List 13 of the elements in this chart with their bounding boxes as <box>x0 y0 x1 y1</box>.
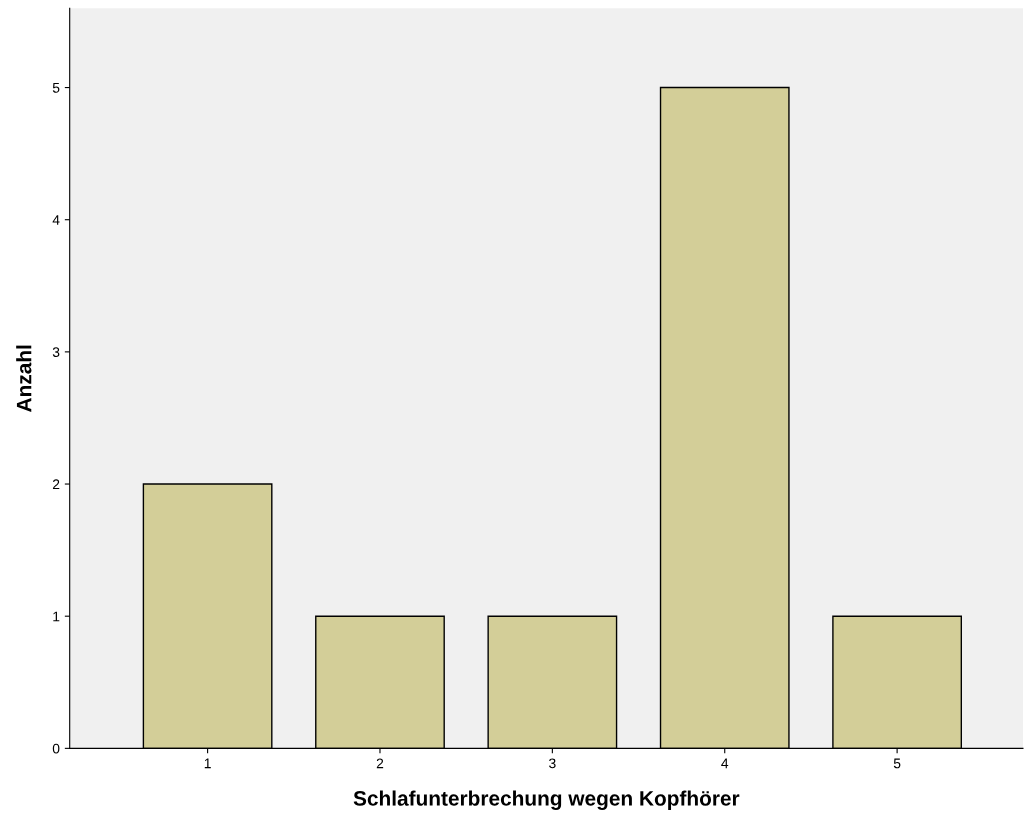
x-axis-title: Schlafunterbrechung wegen Kopfhörer <box>353 790 740 810</box>
x-tick-label: 5 <box>893 758 901 769</box>
y-tick-label: 5 <box>52 83 60 93</box>
y-tick-label: 1 <box>53 611 60 622</box>
x-tick-label: 1 <box>204 758 211 769</box>
x-tick-label: 3 <box>549 758 556 769</box>
x-tick-label: 4 <box>721 758 729 769</box>
y-tick-label: 3 <box>52 347 60 358</box>
y-tick-label: 0 <box>52 743 60 754</box>
y-tick-label: 4 <box>52 215 60 225</box>
x-tick-label: 2 <box>376 758 384 769</box>
y-tick-label: 2 <box>52 479 60 490</box>
y-axis-title: Anzahl <box>16 345 32 412</box>
